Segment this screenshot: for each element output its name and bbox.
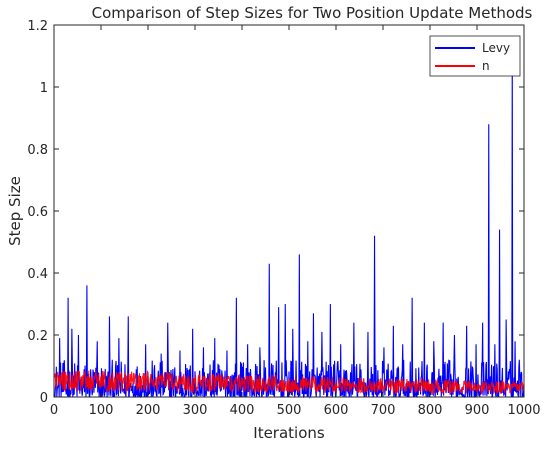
x-tick-label: 100	[89, 403, 114, 418]
x-tick-label: 600	[324, 403, 349, 418]
x-tick-label: 0	[50, 403, 58, 418]
x-tick-label: 300	[183, 403, 208, 418]
y-axis-ticks: 0 0.2 0.4 0.6 0.8 1 1.2	[27, 19, 524, 406]
y-tick-label: 0.6	[27, 205, 48, 220]
y-tick-label: 0.4	[27, 267, 48, 282]
y-tick-label: 1.2	[27, 19, 48, 34]
x-axis-ticks: 0 100 200 300 400 500 600 700 800 900 1000	[50, 25, 541, 418]
series-layer	[53, 46, 525, 400]
y-tick-label: 0.8	[27, 143, 48, 158]
x-tick-label: 800	[418, 403, 443, 418]
y-tick-label: 0	[40, 391, 48, 406]
x-tick-label: 1000	[507, 403, 540, 418]
x-tick-label: 700	[371, 403, 396, 418]
series-line-n	[53, 370, 525, 396]
x-tick-label: 900	[465, 403, 490, 418]
legend: Levy n	[429, 35, 521, 77]
plot-area-background	[54, 25, 524, 397]
x-tick-label: 200	[136, 403, 161, 418]
chart-title: Comparison of Step Sizes for Two Positio…	[92, 4, 533, 22]
legend-label-n: n	[482, 59, 490, 73]
legend-label-levy: Levy	[482, 41, 510, 55]
x-tick-label: 400	[230, 403, 255, 418]
y-tick-label: 0.2	[27, 329, 48, 344]
x-axis-label: Iterations	[253, 424, 325, 442]
x-tick-label: 500	[277, 403, 302, 418]
legend-box	[429, 35, 521, 77]
y-axis-label: Step Size	[6, 176, 24, 246]
y-tick-label: 1	[40, 81, 48, 96]
